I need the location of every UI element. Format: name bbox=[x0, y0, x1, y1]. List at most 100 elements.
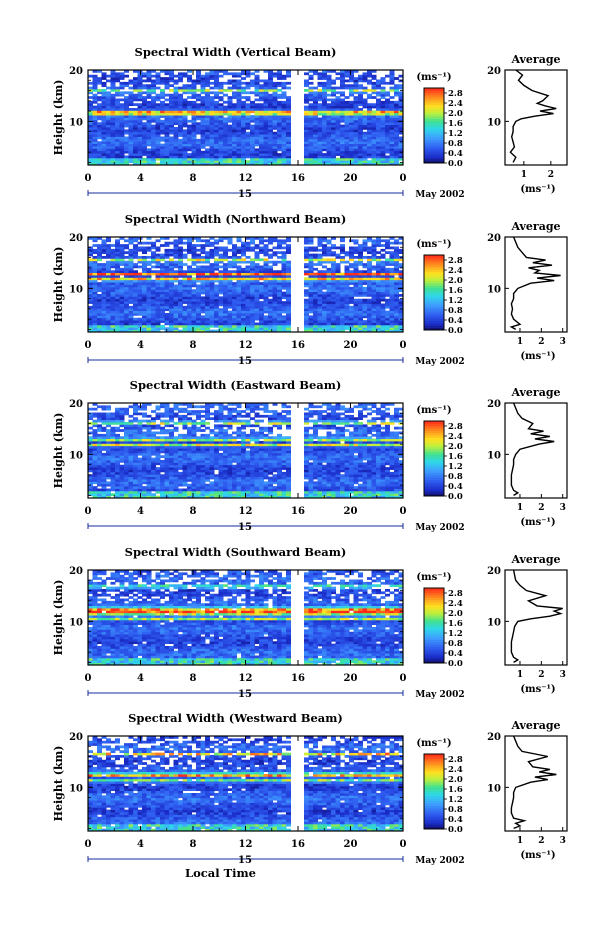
colorbar-segment bbox=[424, 456, 444, 459]
colorbar-segment bbox=[424, 451, 444, 455]
colorbar-segment bbox=[424, 597, 444, 601]
colorbar-segment bbox=[424, 280, 444, 284]
colorbar-segment bbox=[424, 444, 444, 448]
colorbar-segment bbox=[424, 313, 444, 317]
colorbar-tick-label: 1.6 bbox=[448, 119, 463, 129]
average-profile: Average 10 20 1 2 (ms⁻¹) bbox=[487, 53, 568, 195]
colorbar-segment bbox=[424, 95, 444, 98]
colorbar-segment bbox=[424, 592, 444, 596]
x-tick-label: 16 bbox=[291, 839, 305, 850]
colorbar-segment bbox=[424, 109, 444, 112]
colorbar-tick-label: 1.2 bbox=[448, 795, 463, 805]
colorbar-segment bbox=[424, 437, 444, 441]
colorbar-segment bbox=[424, 102, 444, 105]
x-tick-label: 0 bbox=[400, 839, 407, 850]
colorbar-segment bbox=[424, 472, 444, 476]
colorbar-segment bbox=[424, 151, 444, 155]
average-title: Average bbox=[510, 220, 560, 233]
colorbar-segment bbox=[424, 604, 444, 608]
date-month-year: May 2002 bbox=[415, 856, 464, 866]
colorbar-segment bbox=[424, 287, 444, 291]
y-tick-label: 20 bbox=[69, 66, 83, 77]
colorbar-segment bbox=[424, 425, 444, 429]
colorbar-segment bbox=[424, 477, 444, 480]
colorbar-segment bbox=[424, 807, 444, 811]
colorbar-segment bbox=[424, 262, 444, 265]
colorbar-segment bbox=[424, 301, 444, 305]
average-x-tick-label: 3 bbox=[560, 836, 566, 846]
x-tick-label: 0 bbox=[400, 173, 407, 184]
colorbar-segment bbox=[424, 158, 444, 162]
colorbar-segment bbox=[424, 99, 444, 103]
colorbar-tick-label: 0.8 bbox=[448, 805, 463, 815]
colorbar-tick-label: 1.6 bbox=[448, 452, 463, 462]
y-axis-label: Height (km) bbox=[52, 80, 65, 156]
colorbar-segment bbox=[424, 315, 444, 319]
colorbar-segment bbox=[424, 97, 444, 101]
colorbar-segment bbox=[424, 318, 444, 322]
colorbar-segment bbox=[424, 430, 444, 434]
colorbar-tick-label: 2.4 bbox=[448, 432, 463, 442]
colorbar-segment bbox=[424, 609, 444, 612]
colorbar-segment bbox=[424, 428, 444, 431]
colorbar-segment bbox=[424, 257, 444, 261]
heatmap-cells bbox=[88, 237, 404, 333]
colorbar-unit: (ms⁻¹) bbox=[416, 572, 451, 583]
colorbar-segment bbox=[424, 130, 444, 133]
x-tick-label: 0 bbox=[85, 673, 92, 684]
colorbar-unit: (ms⁻¹) bbox=[416, 738, 451, 749]
x-tick-label: 8 bbox=[190, 673, 197, 684]
date-day-label: 15 bbox=[238, 356, 252, 367]
colorbar-segment bbox=[424, 648, 444, 652]
colorbar-segment bbox=[424, 793, 444, 797]
colorbar-segment bbox=[424, 641, 444, 645]
colorbar-segment bbox=[424, 812, 444, 816]
colorbar-tick-label: 2.0 bbox=[448, 609, 463, 619]
colorbar-tick-label: 2.8 bbox=[448, 89, 463, 99]
colorbar-segment bbox=[424, 779, 444, 783]
colorbar-segment bbox=[424, 325, 444, 329]
colorbar-segment bbox=[424, 644, 444, 647]
average-x-tick-label: 1 bbox=[517, 836, 523, 846]
colorbar-segment bbox=[424, 155, 444, 159]
average-x-label: (ms⁻¹) bbox=[520, 850, 555, 861]
colorbar-segment bbox=[424, 442, 444, 445]
colorbar-segment bbox=[424, 88, 444, 91]
colorbar-segment bbox=[424, 754, 444, 757]
colorbar-segment bbox=[424, 782, 444, 785]
colorbar-tick-label: 2.8 bbox=[448, 422, 463, 432]
x-tick-label: 0 bbox=[400, 673, 407, 684]
x-axis-label: Local Time bbox=[185, 866, 256, 880]
colorbar-segment bbox=[424, 810, 444, 813]
x-tick-label: 8 bbox=[190, 839, 197, 850]
colorbar-segment bbox=[424, 632, 444, 636]
colorbar-tick-label: 2.4 bbox=[448, 765, 463, 775]
heatmap-cells bbox=[88, 736, 404, 832]
colorbar-segment bbox=[424, 824, 444, 828]
y-tick-label: 10 bbox=[69, 284, 83, 295]
average-y-tick-label: 10 bbox=[487, 450, 501, 461]
heatmap-cells bbox=[88, 70, 404, 166]
colorbar-tick-label: 0.4 bbox=[448, 482, 463, 492]
colorbar-segment bbox=[424, 590, 444, 594]
colorbar-segment bbox=[424, 789, 444, 792]
y-axis-label: Height (km) bbox=[52, 247, 65, 323]
colorbar-segment bbox=[424, 777, 444, 781]
colorbar-segment bbox=[424, 453, 444, 457]
colorbar-segment bbox=[424, 297, 444, 300]
average-x-tick-label: 2 bbox=[538, 836, 544, 846]
date-day-label: 15 bbox=[238, 189, 252, 200]
colorbar-unit: (ms⁻¹) bbox=[416, 405, 451, 416]
colorbar-segment bbox=[424, 655, 444, 659]
colorbar-segment bbox=[424, 817, 444, 821]
colorbar-segment bbox=[424, 432, 444, 436]
colorbar-segment bbox=[424, 756, 444, 760]
colorbar-tick-label: 1.6 bbox=[448, 785, 463, 795]
average-line bbox=[510, 569, 563, 664]
colorbar-segment bbox=[424, 116, 444, 119]
x-tick-label: 20 bbox=[344, 173, 358, 184]
average-title: Average bbox=[510, 553, 560, 566]
date-month-year: May 2002 bbox=[415, 357, 464, 367]
average-y-tick-label: 20 bbox=[487, 732, 501, 743]
